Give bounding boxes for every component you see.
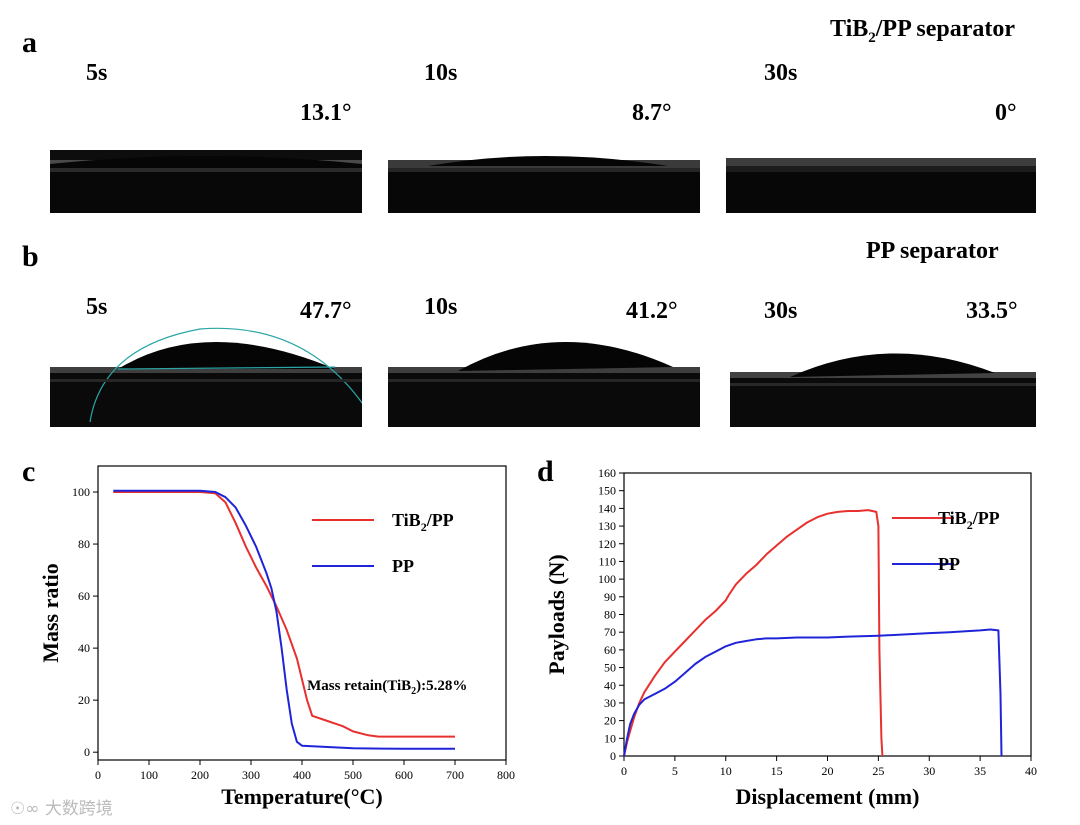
y-tick-label: 80	[78, 537, 90, 551]
panel-b-frame2-angle: 41.2°	[626, 298, 678, 324]
y-tick-label: 0	[84, 745, 90, 759]
legend-label-rest: /PP	[972, 508, 1000, 528]
panel-a-title-sub: 2	[868, 29, 876, 46]
y-tick-label: 0	[610, 749, 616, 763]
y-tick-label: 60	[604, 643, 616, 657]
x-tick-label: 10	[720, 764, 732, 778]
droplet-photo-a-10s	[388, 150, 700, 213]
panel-b-letter: b	[22, 240, 39, 273]
plot-frame	[623, 472, 1032, 757]
chart-d-tensile: 0 5 10 15 20 25 30 35 40 0 10 20 30 40 50 60 70 80 90 100 11…	[544, 466, 1037, 809]
legend-label-sub: 2	[967, 518, 973, 532]
panel-a-title-main: TiB	[830, 16, 869, 42]
panel-b-frame3-angle: 33.5°	[966, 298, 1018, 324]
panel-a-frame1-time: 5s	[86, 60, 108, 86]
y-tick-label: 50	[604, 661, 616, 675]
panel-a-frame3-angle: 0°	[995, 100, 1017, 126]
panel-c-letter: c	[22, 455, 36, 488]
y-tick-label: 140	[598, 501, 616, 515]
droplet-photo-b-30s	[730, 327, 1036, 427]
x-tick-label: 700	[446, 768, 464, 782]
series-line-pp	[113, 489, 455, 750]
panel-b-title: PP separator	[866, 238, 999, 264]
chart-c-tga: 0 100 200 300 400 500 600 700 800 0 20 40 60 80 100 Tem…	[38, 465, 515, 809]
panel-a-letter: a	[22, 26, 37, 59]
y-axis-label: Payloads (N)	[544, 554, 569, 674]
legend-label-main: PP	[392, 556, 414, 576]
y-tick-label: 20	[604, 714, 616, 728]
x-tick-label: 0	[621, 764, 627, 778]
y-tick-label: 100	[598, 572, 616, 586]
x-axis-label: Temperature(°C)	[221, 784, 383, 809]
y-tick-label: 110	[598, 554, 616, 568]
watermark: ☉∞ 大数跨境	[10, 794, 113, 819]
x-tick-label: 600	[395, 768, 413, 782]
y-tick-label: 100	[72, 485, 90, 499]
x-tick-label: 500	[344, 768, 362, 782]
x-tick-label: 100	[140, 768, 158, 782]
x-tick-label: 20	[822, 764, 834, 778]
y-tick-label: 20	[78, 693, 90, 707]
x-tick-label: 400	[293, 768, 311, 782]
y-tick-label: 40	[604, 678, 616, 692]
droplet-photo-b-10s	[388, 327, 700, 427]
x-tick-label: 40	[1025, 764, 1037, 778]
panel-a-title: TiB2/PP separator	[830, 16, 1015, 47]
panel-a-frame2-angle: 8.7°	[632, 100, 672, 126]
x-tick-label: 30	[923, 764, 935, 778]
x-tick-label: 0	[95, 768, 101, 782]
y-tick-label: 10	[604, 731, 616, 745]
droplet-photo-a-30s	[726, 150, 1036, 213]
panel-d-letter: d	[537, 455, 554, 488]
panel-b-frame1-angle: 47.7°	[300, 298, 352, 324]
x-tick-label: 25	[872, 764, 884, 778]
legend-label: PP	[938, 554, 960, 574]
legend-label: TiB2/PP	[938, 508, 1000, 532]
series-line-tib2-pp	[623, 509, 884, 757]
legend-label-main: PP	[938, 554, 960, 574]
y-axis-label: Mass ratio	[38, 563, 63, 663]
panel-b-frame2-time: 10s	[424, 294, 458, 320]
x-tick-label: 200	[191, 768, 209, 782]
annotation-main: Mass retain(TiB	[307, 678, 411, 694]
series-line-tib2-pp	[113, 491, 455, 738]
panel-b-frame3-time: 30s	[764, 298, 798, 324]
y-tick-label: 160	[598, 466, 616, 480]
legend-label: TiB2/PP	[392, 510, 454, 534]
x-axis-label: Displacement (mm)	[736, 784, 920, 809]
annotation-mass-retain: Mass retain(TiB2):5.28%	[307, 678, 467, 697]
panel-a-frame3-time: 30s	[764, 60, 798, 86]
series-line-pp	[623, 628, 1003, 757]
annotation-rest: ):5.28%	[416, 678, 467, 694]
y-tick-label: 90	[604, 590, 616, 604]
watermark-logo-icon: ☉∞	[10, 799, 40, 819]
panel-a-frame2-time: 10s	[424, 60, 458, 86]
y-tick-label: 80	[604, 608, 616, 622]
x-tick-label: 15	[771, 764, 783, 778]
panel-a-title-rest: /PP separator	[875, 16, 1016, 42]
y-tick-label: 130	[598, 519, 616, 533]
y-tick-label: 150	[598, 484, 616, 498]
annotation-sub: 2	[411, 686, 416, 697]
droplet-photo-b-5s	[50, 327, 362, 427]
legend-label-main: TiB	[392, 510, 421, 530]
x-tick-label: 5	[672, 764, 678, 778]
legend-label: PP	[392, 556, 414, 576]
legend-label-rest: /PP	[426, 510, 454, 530]
y-tick-label: 30	[604, 696, 616, 710]
panel-b-frame1-time: 5s	[86, 294, 108, 320]
x-tick-label: 35	[974, 764, 986, 778]
watermark-text: 大数跨境	[44, 799, 113, 819]
droplet-photo-a-5s	[50, 150, 362, 213]
x-tick-label: 300	[242, 768, 260, 782]
y-tick-label: 120	[598, 537, 616, 551]
y-tick-label: 40	[78, 641, 90, 655]
x-tick-label: 800	[497, 768, 515, 782]
y-tick-label: 70	[604, 625, 616, 639]
panel-a-frame1-angle: 13.1°	[300, 100, 352, 126]
y-tick-label: 60	[78, 589, 90, 603]
legend-label-sub: 2	[421, 520, 427, 534]
legend-label-main: TiB	[938, 508, 967, 528]
